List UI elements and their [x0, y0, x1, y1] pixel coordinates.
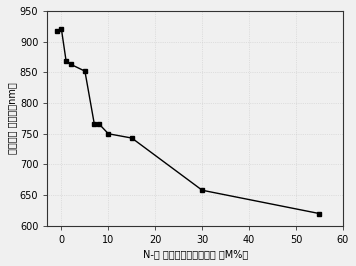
Y-axis label: 最大吸收 峰绿长（nm）: 最大吸收 峰绿长（nm）: [7, 82, 17, 154]
X-axis label: N-甲 基咪唑摩尔百分含量 （M%）: N-甲 基咪唑摩尔百分含量 （M%）: [142, 249, 248, 259]
